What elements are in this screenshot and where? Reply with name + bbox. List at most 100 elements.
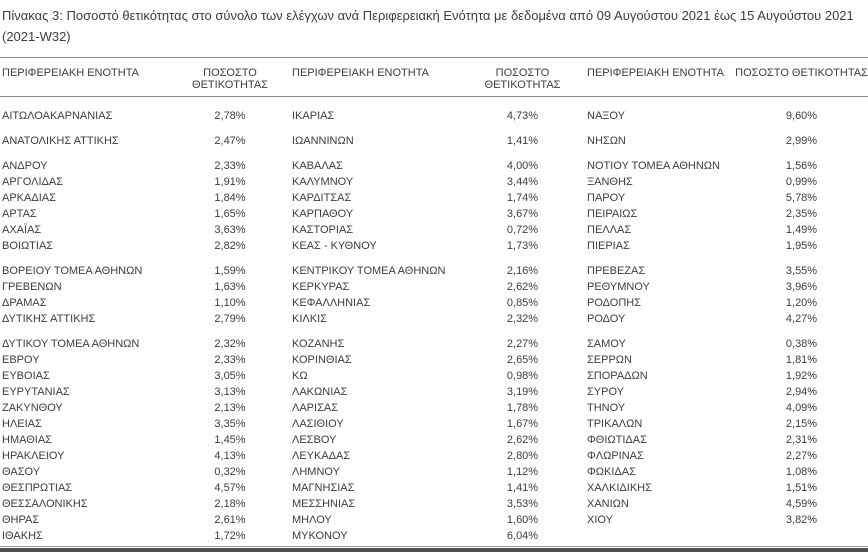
positivity-value-cell: 4,73% <box>506 110 539 122</box>
positivity-value-cell: 3,82% <box>785 514 818 526</box>
positivity-value-cell: 2,18% <box>214 498 246 510</box>
region-cell: ΜΗΛΟΥ <box>292 514 332 526</box>
region-cell: ΘΑΣΟΥ <box>2 466 41 478</box>
table-row: ΑΝΑΤΟΛΙΚΗΣ ΑΤΤΙΚΗΣ 2,47% ΙΩΑΝΝΙΝΩΝ 1,41% ΝΗΣ… <box>0 133 868 149</box>
region-cell: ΦΩΚΙΔΑΣ <box>587 466 636 478</box>
positivity-value-cell: 0,85% <box>506 297 539 309</box>
region-cell: ΜΕΣΣΗΝΙΑΣ <box>292 498 356 510</box>
region-cell: ΔΥΤΙΚΟΥ ΤΟΜΕΑ ΑΘΗΝΩΝ <box>2 338 140 350</box>
region-cell: ΜΑΓΝΗΣΙΑΣ <box>292 482 355 494</box>
table-row: ΑΡΤΑΣ 1,65% ΚΑΡΠΑΘΟΥ 3,67% ΠΕΙΡΑΙΩΣ 2,35% <box>0 206 868 222</box>
region-cell: ΛΑΣΙΘΙΟΥ <box>292 418 344 430</box>
positivity-value-cell: 0,99% <box>785 176 818 188</box>
positivity-value-cell: 3,53% <box>506 498 539 510</box>
region-cell: ΚΕΡΚΥΡΑΣ <box>292 281 350 293</box>
positivity-value-cell: 0,98% <box>506 370 539 382</box>
region-cell: ΛΕΥΚΑΔΑΣ <box>292 450 351 462</box>
region-cell: ΡΕΘΥΜΝΟΥ <box>587 281 650 293</box>
table-row: ΑΡΓΟΛΙΔΑΣ 1,91% ΚΑΛΥΜΝΟΥ 3,44% ΞΑΝΘΗΣ 0,99% <box>0 174 868 190</box>
positivity-value-cell: 3,35% <box>214 418 246 430</box>
table-row: ΙΘΑΚΗΣ 1,72% ΜΥΚΟΝΟΥ 6,04% <box>0 528 868 544</box>
positivity-value-cell: 2,32% <box>506 313 539 325</box>
positivity-value-cell: 1,60% <box>506 514 539 526</box>
positivity-value-cell: 1,59% <box>214 265 246 277</box>
region-cell: ΚΟΖΑΝΗΣ <box>292 338 345 350</box>
region-cell: ΤΗΝΟΥ <box>587 402 626 414</box>
positivity-value-cell: 4,59% <box>785 498 818 510</box>
positivity-value-cell: 1,95% <box>785 240 818 252</box>
positivity-value-cell: 1,51% <box>785 482 818 494</box>
region-cell: ΠΑΡΟΥ <box>587 192 626 204</box>
positivity-value-cell: 4,57% <box>214 482 246 494</box>
region-cell: ΠΕΙΡΑΙΩΣ <box>587 208 638 220</box>
positivity-value-cell: 0,38% <box>785 338 818 350</box>
table-row: ΔΡΑΜΑΣ 1,10% ΚΕΦΑΛΛΗΝΙΑΣ 0,85% ΡΟΔΟΠΗΣ 1,20% <box>0 295 868 311</box>
region-cell: ΡΟΔΟΠΗΣ <box>587 297 642 309</box>
positivity-value-cell: 2,79% <box>214 313 246 325</box>
header-positivity-col3: ΠΟΣΟΣΤΟ ΘΕΤΙΚΟΤΗΤΑΣ <box>735 67 868 79</box>
positivity-value-cell: 4,27% <box>785 313 818 325</box>
positivity-value-cell: 2,27% <box>506 338 539 350</box>
region-cell: ΚΑΡΔΙΤΣΑΣ <box>292 192 352 204</box>
positivity-value-cell: 1,45% <box>214 434 246 446</box>
positivity-value-cell: 1,72% <box>214 530 246 542</box>
region-cell: ΕΥΒΟΙΑΣ <box>2 370 50 382</box>
table-row: ΒΟΙΩΤΙΑΣ 2,82% ΚΕΑΣ - ΚΥΘΝΟΥ 1,73% ΠΙΕΡΙΑΣ 1,… <box>0 238 868 254</box>
positivity-value-cell: 2,62% <box>506 434 539 446</box>
region-cell: ΠΕΛΛΑΣ <box>587 224 632 236</box>
positivity-value-cell: 1,78% <box>506 402 539 414</box>
region-cell: ΚΕΝΤΡΙΚΟΥ ΤΟΜΕΑ ΑΘΗΝΩΝ <box>292 265 446 277</box>
positivity-value-cell: 1,56% <box>785 160 818 172</box>
region-cell: ΖΑΚΥΝΘΟΥ <box>2 402 63 414</box>
positivity-value-cell: 0,32% <box>214 466 246 478</box>
region-cell: ΚΑΣΤΟΡΙΑΣ <box>292 224 354 236</box>
header-positivity-col2: ΠΟΣΟΣΤΟ ΘΕΤΙΚΟΤΗΤΑΣ <box>484 67 561 91</box>
positivity-value-cell: 4,09% <box>785 402 818 414</box>
table-row: ΒΟΡΕΙΟΥ ΤΟΜΕΑ ΑΘΗΝΩΝ 1,59% ΚΕΝΤΡΙΚΟΥ ΤΟΜΕΑ… <box>0 263 868 279</box>
positivity-value-cell: 1,91% <box>214 176 246 188</box>
positivity-value-cell: 2,33% <box>214 160 246 172</box>
region-cell: ΙΘΑΚΗΣ <box>2 530 43 542</box>
positivity-value-cell: 1,41% <box>506 135 539 147</box>
region-cell: ΣΑΜΟΥ <box>587 338 626 350</box>
positivity-value-cell: 2,61% <box>214 514 246 526</box>
region-cell: ΔΡΑΜΑΣ <box>2 297 47 309</box>
region-cell: ΚΑΛΥΜΝΟΥ <box>292 176 354 188</box>
region-cell: ΕΥΡΥΤΑΝΙΑΣ <box>2 386 70 398</box>
region-cell: ΕΒΡΟΥ <box>2 354 40 366</box>
positivity-value-cell: 5,78% <box>785 192 818 204</box>
region-cell: ΚΕΦΑΛΛΗΝΙΑΣ <box>292 297 371 309</box>
positivity-value-cell: 1,73% <box>506 240 539 252</box>
region-cell: ΑΡΚΑΔΙΑΣ <box>2 192 56 204</box>
positivity-value-cell: 2,78% <box>214 110 246 122</box>
region-cell: ΚΙΛΚΙΣ <box>292 313 327 325</box>
region-cell: ΑΙΤΩΛΟΑΚΑΡΝΑΝΙΑΣ <box>2 110 113 122</box>
region-cell: ΘΕΣΠΡΩΤΙΑΣ <box>2 482 73 494</box>
region-cell: ΙΚΑΡΙΑΣ <box>292 110 335 122</box>
table-row: ΘΑΣΟΥ 0,32% ΛΗΜΝΟΥ 1,12% ΦΩΚΙΔΑΣ 1,08% <box>0 464 868 480</box>
region-cell: ΧΑΛΚΙΔΙΚΗΣ <box>587 482 652 494</box>
positivity-value-cell: 1,74% <box>506 192 539 204</box>
region-cell: ΝΗΣΩΝ <box>587 135 626 147</box>
table-row: ΑΧΑΪΑΣ 3,63% ΚΑΣΤΟΡΙΑΣ 0,72% ΠΕΛΛΑΣ 1,49% <box>0 222 868 238</box>
positivity-value-cell: 2,35% <box>785 208 818 220</box>
positivity-value-cell: 1,49% <box>785 224 818 236</box>
positivity-value-cell: 2,80% <box>506 450 539 462</box>
region-cell: ΠΡΕΒΕΖΑΣ <box>587 265 646 277</box>
region-cell: ΑΝΔΡΟΥ <box>2 160 48 172</box>
positivity-value-cell: 2,65% <box>506 354 539 366</box>
table-top-rule <box>0 57 868 58</box>
positivity-value-cell: 1,92% <box>785 370 818 382</box>
positivity-value-cell: 4,13% <box>214 450 246 462</box>
region-cell: ΣΠΟΡΑΔΩΝ <box>587 370 648 382</box>
positivity-value-cell: 2,62% <box>506 281 539 293</box>
report-page: Πίνακας 3: Ποσοστό θετικότητας στο σύνολ… <box>0 8 868 552</box>
positivity-table: ΠΕΡΙΦΕΡΕΙΑΚΗ ΕΝΟΤΗΤΑ ΠΟΣΟΣΤΟ ΘΕΤΙΚΟΤΗΤΑΣ… <box>0 57 868 552</box>
positivity-value-cell: 3,44% <box>506 176 539 188</box>
table-row: ΕΒΡΟΥ 2,33% ΚΟΡΙΝΘΙΑΣ 2,65% ΣΕΡΡΩΝ 1,81% <box>0 352 868 368</box>
table-row: ΖΑΚΥΝΘΟΥ 2,13% ΛΑΡΙΣΑΣ 1,78% ΤΗΝΟΥ 4,09% <box>0 400 868 416</box>
positivity-value-cell <box>735 528 868 544</box>
region-cell: ΦΛΩΡΙΝΑΣ <box>587 450 644 462</box>
region-cell: ΛΕΣΒΟΥ <box>292 434 337 446</box>
region-cell: ΔΥΤΙΚΗΣ ΑΤΤΙΚΗΣ <box>2 313 96 325</box>
